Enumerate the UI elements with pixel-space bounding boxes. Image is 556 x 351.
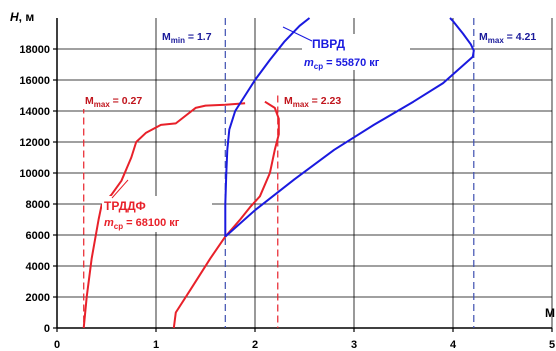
mmax-label-trddf-high: Mmax = 2.23 <box>281 93 343 109</box>
y-tick-label: 16000 <box>19 75 50 87</box>
y-tick-label: 14000 <box>19 106 50 118</box>
pvrd-annotation: ПВРД mср = 55870 кг <box>282 26 410 71</box>
chart-labels: Mmax = 0.27 Mmax = 2.23 Mmin = 1.7 Mmax = 4… <box>82 26 544 232</box>
x-tick-label: 4 <box>450 339 457 351</box>
y-tick-label: 4000 <box>26 261 50 273</box>
y-tick-label: 2000 <box>26 292 50 304</box>
x-tick-label: 5 <box>549 339 555 351</box>
trddf-annotation-bg <box>102 196 212 232</box>
mmax-label-trddf-high-bg <box>281 93 343 109</box>
mmax-label-trddf-low: Mmax = 0.27 <box>82 93 144 109</box>
y-tick-label: 6000 <box>26 230 50 242</box>
y-axis-label: H, м <box>10 10 34 24</box>
mmin-label-pvrd: Mmin = 1.7 <box>159 29 221 45</box>
trddf-mass: mср = 68100 кг <box>104 217 180 231</box>
x-axis-label: М <box>545 306 555 320</box>
mmax-label-pvrd: Mmax = 4.21 <box>476 29 544 45</box>
mmin-label-pvrd-text: Mmin = 1.7 <box>162 31 212 45</box>
x-tick-label: 3 <box>351 339 357 351</box>
pvrd-leader <box>282 26 313 42</box>
y-tick-label: 0 <box>44 323 50 335</box>
pvrd-mass: mср = 55870 кг <box>304 57 380 71</box>
mmax-label-pvrd-text: Mmax = 4.21 <box>479 31 536 45</box>
y-tick-label: 10000 <box>19 168 50 180</box>
mmax-label-trddf-low-bg <box>82 93 144 109</box>
mmax-label-trddf-high-text: Mmax = 2.23 <box>284 95 341 109</box>
series-line <box>224 17 311 237</box>
x-tick-label: 2 <box>252 339 258 351</box>
series-line <box>172 100 280 329</box>
trddf-name: ТРДДФ <box>104 199 146 213</box>
mmax-label-trddf-low-text: Mmax = 0.27 <box>85 95 142 109</box>
y-tick-label: 12000 <box>19 137 50 149</box>
chart-series <box>82 17 475 329</box>
chart-axes: 0 2000 4000 6000 8000 10000 12000 14000 16000 180… <box>10 10 555 351</box>
x-tick-label: 0 <box>54 339 60 351</box>
pvrd-name: ПВРД <box>312 37 346 51</box>
mmin-label-pvrd-bg <box>159 29 221 45</box>
pvrd-annotation-bg <box>302 34 410 70</box>
x-tick-label: 1 <box>153 339 159 351</box>
trddf-leader <box>111 179 129 199</box>
y-tick-label: 8000 <box>26 199 50 211</box>
mmax-label-pvrd-bg <box>476 29 544 45</box>
y-tick-label: 18000 <box>19 44 50 56</box>
trddf-annotation: ТРДДФ mср = 68100 кг <box>102 179 212 232</box>
series-line <box>82 102 246 329</box>
series-line <box>224 17 475 238</box>
